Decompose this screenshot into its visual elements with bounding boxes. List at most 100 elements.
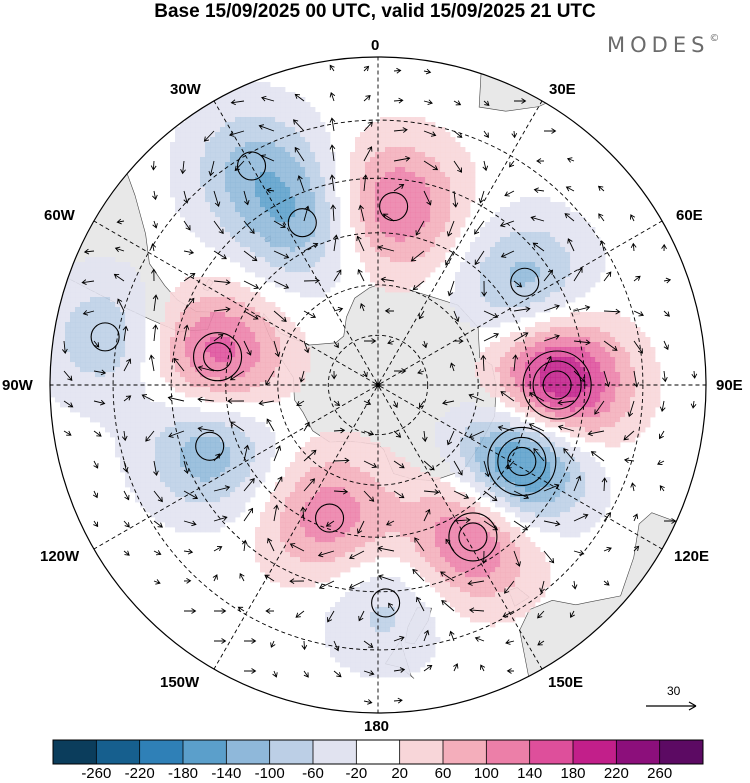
field-cell — [540, 252, 546, 258]
field-cell — [75, 362, 81, 368]
field-cell — [250, 107, 256, 113]
field-cell — [295, 187, 301, 193]
field-cell — [460, 202, 466, 208]
field-cell — [570, 402, 576, 408]
field-cell — [435, 197, 441, 203]
field-cell — [470, 442, 476, 448]
field-cell — [545, 462, 551, 468]
field-cell — [405, 192, 411, 198]
field-cell — [175, 322, 181, 328]
field-cell — [640, 407, 646, 413]
field-cell — [385, 242, 391, 248]
field-cell — [215, 317, 221, 323]
field-cell — [395, 157, 401, 163]
field-cell — [130, 392, 136, 398]
field-cell — [330, 157, 336, 163]
field-cell — [430, 217, 436, 223]
field-cell — [535, 342, 541, 348]
field-cell — [225, 137, 231, 143]
field-cell — [410, 262, 416, 268]
field-cell — [100, 387, 106, 393]
field-cell — [525, 442, 531, 448]
field-cell — [90, 317, 96, 323]
field-cell — [265, 452, 271, 458]
field-cell — [265, 332, 271, 338]
field-cell — [470, 447, 476, 453]
field-cell — [325, 262, 331, 268]
field-cell — [280, 172, 286, 178]
field-cell — [540, 407, 546, 413]
field-cell — [425, 237, 431, 243]
field-cell — [75, 322, 81, 328]
field-cell — [125, 272, 131, 278]
field-cell — [150, 422, 156, 428]
field-cell — [275, 372, 281, 378]
field-cell — [240, 457, 246, 463]
field-cell — [570, 407, 576, 413]
field-cell — [560, 402, 566, 408]
field-cell — [535, 462, 541, 468]
field-cell — [600, 342, 606, 348]
field-cell — [200, 337, 206, 343]
field-cell — [170, 377, 176, 383]
field-cell — [555, 332, 561, 338]
field-cell — [185, 187, 191, 193]
field-cell — [330, 187, 336, 193]
field-cell — [325, 287, 331, 293]
field-cell — [370, 222, 376, 228]
field-cell — [275, 322, 281, 328]
field-cell — [480, 247, 486, 253]
field-cell — [360, 207, 366, 213]
field-cell — [260, 137, 266, 143]
field-cell — [325, 242, 331, 248]
field-cell — [525, 372, 531, 378]
field-cell — [595, 267, 601, 273]
field-cell — [505, 227, 511, 233]
field-cell — [185, 332, 191, 338]
field-cell — [200, 342, 206, 348]
field-cell — [260, 422, 266, 428]
field-cell — [280, 222, 286, 228]
field-cell — [490, 282, 496, 288]
field-cell — [230, 142, 236, 148]
field-cell — [460, 412, 466, 418]
field-cell — [525, 307, 531, 313]
field-cell — [275, 397, 281, 403]
field-cell — [485, 247, 491, 253]
field-cell — [370, 457, 376, 463]
field-cell — [310, 287, 316, 293]
field-cell — [490, 322, 496, 328]
field-cell — [220, 182, 226, 188]
field-cell — [365, 162, 371, 168]
field-cell — [480, 232, 486, 238]
field-cell — [60, 312, 66, 318]
field-cell — [285, 202, 291, 208]
field-cell — [185, 122, 191, 128]
field-cell — [270, 127, 276, 133]
field-cell — [320, 242, 326, 248]
field-cell — [310, 242, 316, 248]
field-cell — [350, 192, 356, 198]
field-cell — [100, 407, 106, 413]
field-cell — [175, 142, 181, 148]
field-cell — [605, 352, 611, 358]
field-cell — [555, 372, 561, 378]
field-cell — [150, 442, 156, 448]
field-cell — [385, 232, 391, 238]
field-cell — [445, 147, 451, 153]
field-cell — [655, 372, 661, 378]
field-cell — [310, 137, 316, 143]
field-cell — [290, 132, 296, 138]
field-cell — [330, 197, 336, 203]
field-cell — [600, 372, 606, 378]
field-cell — [230, 357, 236, 363]
field-cell — [140, 442, 146, 448]
field-cell — [195, 232, 201, 238]
field-cell — [640, 342, 646, 348]
field-cell — [175, 307, 181, 313]
field-cell — [210, 452, 216, 458]
field-cell — [520, 232, 526, 238]
field-cell — [70, 307, 76, 313]
field-cell — [395, 257, 401, 263]
field-cell — [460, 462, 466, 468]
